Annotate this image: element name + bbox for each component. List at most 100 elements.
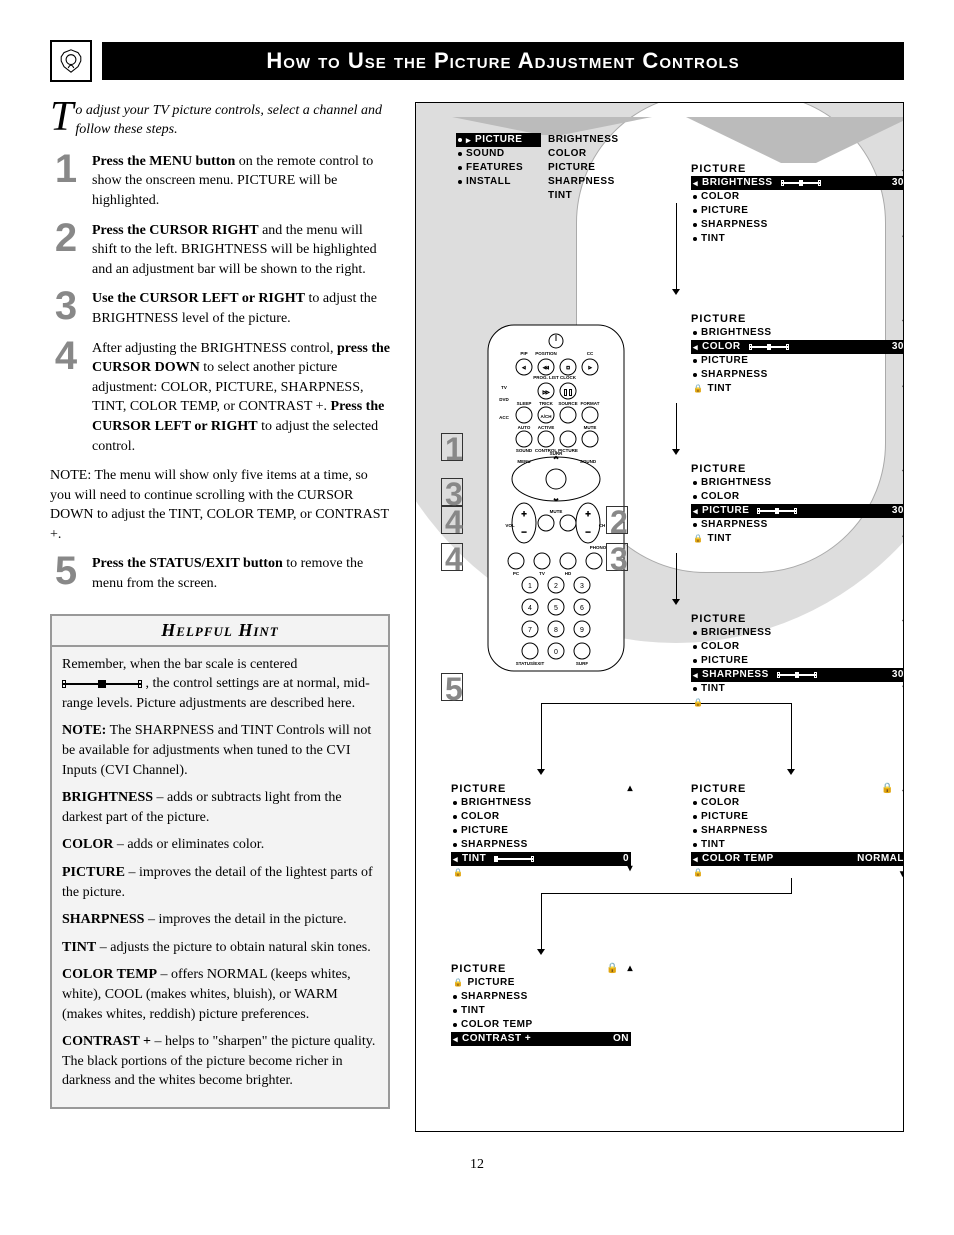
callout-2: 2 <box>610 504 628 541</box>
hint-item: COLOR – adds or eliminates color. <box>62 835 378 855</box>
svg-text:MENU: MENU <box>517 459 530 464</box>
hint-item: TINT – adjusts the picture to obtain nat… <box>62 938 378 958</box>
menu-sharpness: PICTURE▴ BRIGHTNESS COLOR PICTURE ◂SHARP… <box>691 613 904 710</box>
svg-text:4: 4 <box>528 605 532 612</box>
intro-text: To adjust your TV picture controls, sele… <box>50 102 390 140</box>
svg-text:TV: TV <box>539 571 545 576</box>
page-title: How to Use the Picture Adjustment Contro… <box>102 42 904 80</box>
bar-scale-icon <box>62 679 142 689</box>
svg-text:STATUS/EXIT: STATUS/EXIT <box>516 661 545 666</box>
menu-colortemp: PICTURE▴🔒 COLOR PICTURE SHARPNESS TINT ◂… <box>691 783 904 880</box>
svg-text:PROG. LIST: PROG. LIST <box>533 375 559 380</box>
step-text: After adjusting the BRIGHTNESS control, … <box>92 339 390 457</box>
svg-text:PIP: PIP <box>520 351 527 356</box>
hint-title: Helpful Hint <box>52 616 388 647</box>
svg-text:+: + <box>585 509 590 519</box>
svg-text:9: 9 <box>580 627 584 634</box>
menu-tint: PICTURE▴ BRIGHTNESS COLOR PICTURE SHARPN… <box>451 783 631 880</box>
svg-text:CLOCK: CLOCK <box>560 375 577 380</box>
svg-text:CC: CC <box>587 351 594 356</box>
svg-text:SOUND: SOUND <box>580 459 597 464</box>
svg-text:6: 6 <box>580 605 584 612</box>
svg-text:5: 5 <box>554 605 558 612</box>
svg-text:SOUND: SOUND <box>516 448 533 453</box>
hint-p2: NOTE: The SHARPNESS and TINT Controls wi… <box>62 721 378 780</box>
page-number: 12 <box>50 1157 904 1173</box>
hint-item: COLOR TEMP – offers NORMAL (keeps whites… <box>62 965 378 1024</box>
remote-illustration: ◂◂■▸◂ ▸▸❚❚ ⌃ ⌄ +− +− <box>486 323 626 673</box>
svg-text:ACC: ACC <box>499 415 509 420</box>
callout-4a: 4 <box>445 504 463 541</box>
page-header: How to Use the Picture Adjustment Contro… <box>50 40 904 82</box>
svg-text:TV: TV <box>501 385 507 390</box>
step-text: Use the CURSOR LEFT or RIGHT to adjust t… <box>92 289 390 328</box>
menu-panel-main: ▸PICTURE SOUND FEATURES INSTALL <box>456 133 541 189</box>
step-5: 5 Press the STATUS/EXIT button to remove… <box>50 554 390 593</box>
svg-text:POSITION: POSITION <box>535 351 557 356</box>
step-number: 4 <box>50 339 82 457</box>
svg-text:SURF: SURF <box>576 661 589 666</box>
step-number: 5 <box>50 554 82 593</box>
hint-p1: Remember, when the bar scale is centered… <box>62 655 378 714</box>
step-4: 4After adjusting the BRIGHTNESS control,… <box>50 339 390 457</box>
step-text: Press the STATUS/EXIT button to remove t… <box>92 554 390 593</box>
step-number: 3 <box>50 289 82 328</box>
svg-text:■: ■ <box>566 366 569 371</box>
svg-text:0: 0 <box>554 649 558 656</box>
svg-text:SOURCE: SOURCE <box>558 401 577 406</box>
svg-text:7: 7 <box>528 627 532 634</box>
svg-text:ACTIVE: ACTIVE <box>538 425 555 430</box>
callout-5: 5 <box>445 671 463 708</box>
svg-text:FORMAT: FORMAT <box>581 401 600 406</box>
step-2: 2Press the CURSOR RIGHT and the menu wil… <box>50 221 390 280</box>
svg-text:SLEEP: SLEEP <box>517 401 532 406</box>
svg-text:CH: CH <box>599 523 606 528</box>
svg-text:PHONO: PHONO <box>590 545 607 550</box>
cone-icon <box>686 117 904 163</box>
svg-text:1: 1 <box>528 583 532 590</box>
svg-text:AUTO: AUTO <box>518 425 531 430</box>
svg-text:8: 8 <box>554 627 558 634</box>
svg-text:SURR: SURR <box>550 451 564 456</box>
callout-1: 1 <box>445 431 463 468</box>
svg-text:◂◂: ◂◂ <box>543 366 549 371</box>
step-3: 3 Use the CURSOR LEFT or RIGHT to adjust … <box>50 289 390 328</box>
step-text: Press the MENU button on the remote cont… <box>92 152 390 211</box>
svg-text:A/CH: A/CH <box>541 414 552 419</box>
menu-color: PICTURE▴ BRIGHTNESS ◂COLOR30 PICTURE SHA… <box>691 313 904 396</box>
callout-3b: 3 <box>610 541 628 578</box>
step-1: 1Press the MENU button on the remote con… <box>50 152 390 211</box>
step-text: Press the CURSOR RIGHT and the menu will… <box>92 221 390 280</box>
note-text: NOTE: The menu will show only five items… <box>50 466 390 544</box>
svg-text:VOL: VOL <box>505 523 515 528</box>
hint-item: BRIGHTNESS – adds or subtracts light fro… <box>62 788 378 827</box>
svg-text:MUTE: MUTE <box>550 509 563 514</box>
svg-text:▸▸: ▸▸ <box>543 390 549 396</box>
menu-brightness: PICTURE▴ ◂BRIGHTNESS30 COLOR PICTURE SHA… <box>691 163 904 246</box>
hint-item: PICTURE – improves the detail of the lig… <box>62 863 378 902</box>
svg-text:3: 3 <box>580 583 584 590</box>
diagram-panel: ▸PICTURE SOUND FEATURES INSTALL BRIGHTNE… <box>415 102 904 1132</box>
svg-text:PC: PC <box>513 571 520 576</box>
helpful-hint-box: Helpful Hint Remember, when the bar scal… <box>50 614 390 1109</box>
svg-text:HD: HD <box>565 571 572 576</box>
svg-text:❚❚: ❚❚ <box>563 389 573 396</box>
svg-text:TRICK: TRICK <box>539 401 553 406</box>
hint-item: CONTRAST + – helps to "sharpen" the pict… <box>62 1032 378 1091</box>
step-number: 2 <box>50 221 82 280</box>
hint-item: SHARPNESS – improves the detail in the p… <box>62 910 378 930</box>
callout-4b: 4 <box>445 541 463 578</box>
svg-text:⌄: ⌄ <box>552 493 560 503</box>
menu-picture: PICTURE▴ BRIGHTNESS COLOR ◂PICTURE30 SHA… <box>691 463 904 546</box>
svg-text:−: − <box>585 527 590 537</box>
svg-text:⌃: ⌃ <box>552 455 560 465</box>
svg-text:+: + <box>521 509 526 519</box>
menu-panel-sub: BRIGHTNESS COLOR PICTURE SHARPNESS TINT <box>546 133 631 203</box>
svg-text:DVD: DVD <box>499 397 509 402</box>
svg-text:−: − <box>521 527 526 537</box>
menu-contrast: PICTURE▴🔒 🔒PICTURE SHARPNESS TINT COLOR … <box>451 963 631 1046</box>
svg-text:MUTE: MUTE <box>584 425 597 430</box>
svg-text:2: 2 <box>554 583 558 590</box>
header-icon <box>50 40 92 82</box>
step-number: 1 <box>50 152 82 211</box>
